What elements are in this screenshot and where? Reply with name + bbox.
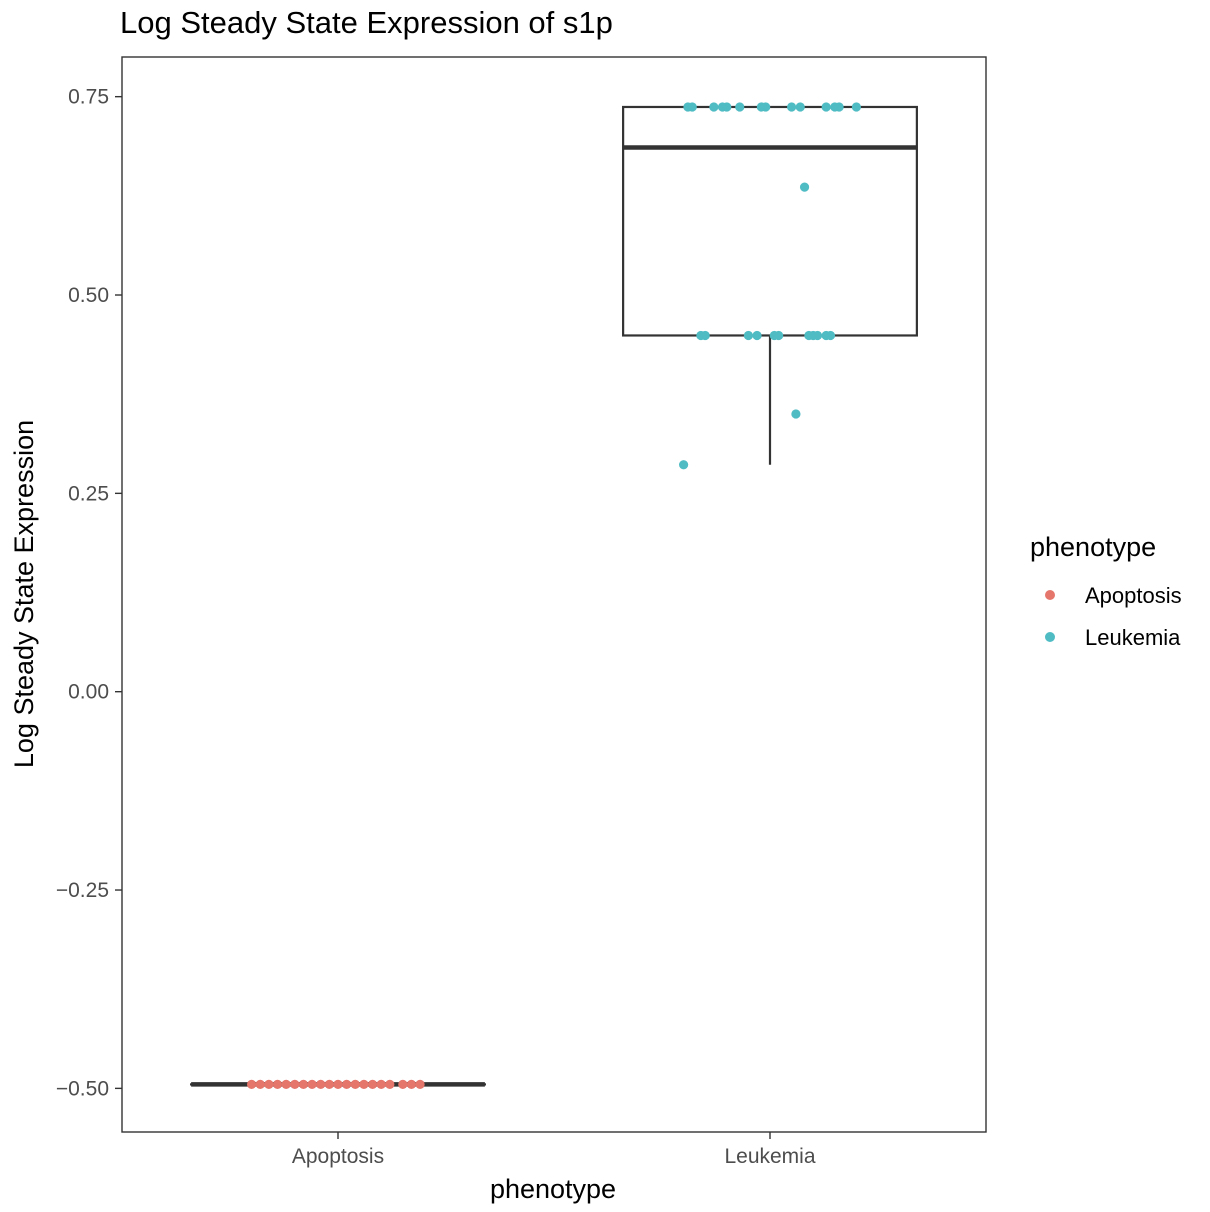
box-body — [622, 105, 918, 337]
x-tick-label: Leukemia — [724, 1145, 815, 1168]
data-point — [851, 102, 862, 112]
data-point — [791, 409, 801, 419]
data-point — [795, 102, 805, 112]
legend: phenotype Apoptosis Leukemia — [1030, 532, 1182, 650]
data-point — [272, 1079, 283, 1089]
legend-label: Apoptosis — [1085, 583, 1182, 608]
series-apoptosis — [247, 1079, 425, 1089]
data-point — [367, 1079, 378, 1089]
data-point — [812, 330, 823, 341]
data-point — [324, 1079, 334, 1089]
y-tick-label: −0.50 — [56, 1077, 109, 1100]
data-point — [687, 102, 697, 112]
data-point — [247, 1079, 257, 1089]
legend-key — [1045, 632, 1055, 642]
series-leukemia — [679, 102, 862, 470]
data-point — [255, 1079, 265, 1089]
data-point — [761, 102, 771, 112]
data-point — [709, 102, 719, 112]
x-tick-label: Apoptosis — [292, 1145, 384, 1168]
legend-key — [1045, 590, 1055, 600]
data-point — [834, 102, 844, 112]
data-point — [376, 1079, 386, 1089]
data-point — [290, 1079, 300, 1089]
data-point — [281, 1079, 291, 1089]
chart-title: Log Steady State Expression of s1p — [120, 5, 613, 40]
data-point — [679, 460, 689, 470]
points-layer — [247, 102, 862, 1089]
data-point — [298, 1079, 309, 1089]
data-point — [316, 1079, 326, 1089]
y-tick-label: 0.75 — [68, 86, 109, 109]
data-point — [415, 1079, 425, 1089]
data-point — [774, 330, 784, 341]
data-point — [799, 182, 810, 192]
data-point — [735, 102, 745, 112]
data-point — [825, 330, 836, 341]
data-point — [385, 1079, 395, 1089]
y-axis-title: Log Steady State Expression — [9, 420, 39, 768]
data-point — [398, 1079, 408, 1089]
data-point — [264, 1079, 274, 1089]
y-tick-label: −0.25 — [56, 879, 109, 902]
y-tick-label: 0.25 — [68, 482, 109, 505]
data-point — [350, 1079, 360, 1089]
data-point — [752, 330, 762, 341]
data-point — [743, 330, 754, 341]
data-point — [359, 1079, 369, 1089]
data-point — [700, 330, 710, 341]
data-point — [307, 1079, 317, 1089]
legend-title: phenotype — [1030, 532, 1156, 562]
data-point — [787, 102, 797, 112]
y-tick-label: 0.00 — [68, 681, 109, 704]
data-point — [406, 1079, 417, 1089]
data-point — [821, 102, 831, 112]
y-tick-label: 0.50 — [68, 284, 109, 307]
x-axis-title: phenotype — [490, 1174, 616, 1204]
y-axis: 0.75 0.50 0.25 0.00 −0.25 −0.50 — [56, 86, 122, 1100]
data-point — [722, 102, 732, 112]
x-axis: Apoptosis Leukemia — [292, 1132, 816, 1168]
data-point — [342, 1079, 352, 1089]
legend-label: Leukemia — [1085, 625, 1181, 650]
data-point — [333, 1079, 343, 1089]
box-leukemia — [622, 105, 918, 465]
